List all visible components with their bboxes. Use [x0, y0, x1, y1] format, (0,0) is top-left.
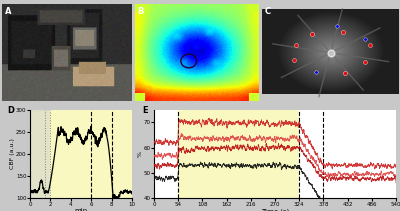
- Bar: [299, 110, 396, 198]
- Y-axis label: %: %: [137, 151, 142, 157]
- X-axis label: min: min: [74, 208, 88, 211]
- Text: A: A: [5, 7, 11, 16]
- Bar: [154, 110, 178, 198]
- Bar: [178, 110, 299, 198]
- Text: E: E: [142, 106, 148, 115]
- X-axis label: Time (s): Time (s): [261, 208, 289, 211]
- Y-axis label: CBF (a.u.): CBF (a.u.): [10, 139, 15, 169]
- Text: B: B: [138, 7, 144, 16]
- Text: C: C: [265, 7, 271, 16]
- Text: D: D: [8, 106, 14, 115]
- Bar: [50, 110, 112, 198]
- Bar: [30, 110, 50, 198]
